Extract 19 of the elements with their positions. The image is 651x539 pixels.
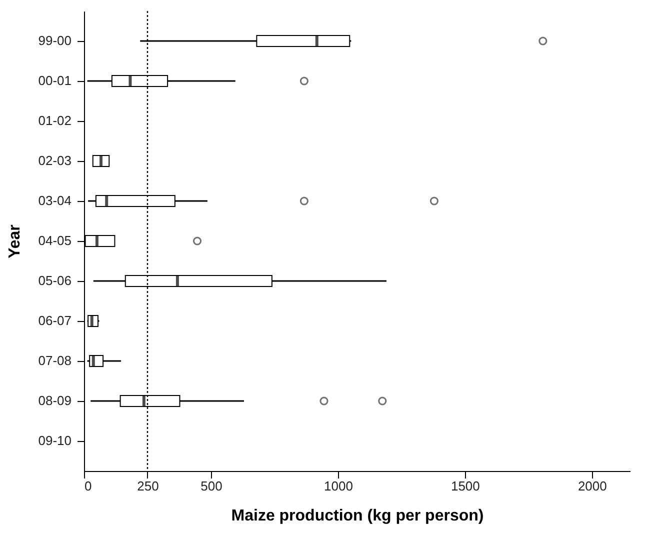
- x-tick-label: 2000: [578, 478, 607, 494]
- y-tick-label: 07-08: [38, 353, 72, 368]
- y-axis-title: Year: [6, 224, 24, 258]
- y-tick-label: 99-00: [38, 33, 72, 48]
- x-tick-label: 0: [84, 478, 92, 494]
- x-tick-label: 250: [137, 478, 159, 494]
- y-tick-label: 00-01: [38, 73, 72, 88]
- y-tick-label: 08-09: [38, 393, 72, 408]
- y-tick-label: 06-07: [38, 313, 72, 328]
- y-tick-label: 03-04: [38, 193, 72, 208]
- x-tick-label: 1500: [450, 478, 480, 494]
- x-tick-label: 1000: [324, 478, 353, 494]
- y-tick-label: 09-10: [38, 433, 72, 448]
- y-tick-label: 01-02: [38, 113, 72, 128]
- x-axis-title: Maize production (kg per person): [231, 508, 484, 524]
- x-tick-label: 500: [200, 478, 222, 494]
- y-tick-label: 05-06: [38, 273, 72, 288]
- y-tick-label: 04-05: [38, 233, 72, 248]
- y-tick-label: 02-03: [38, 153, 72, 168]
